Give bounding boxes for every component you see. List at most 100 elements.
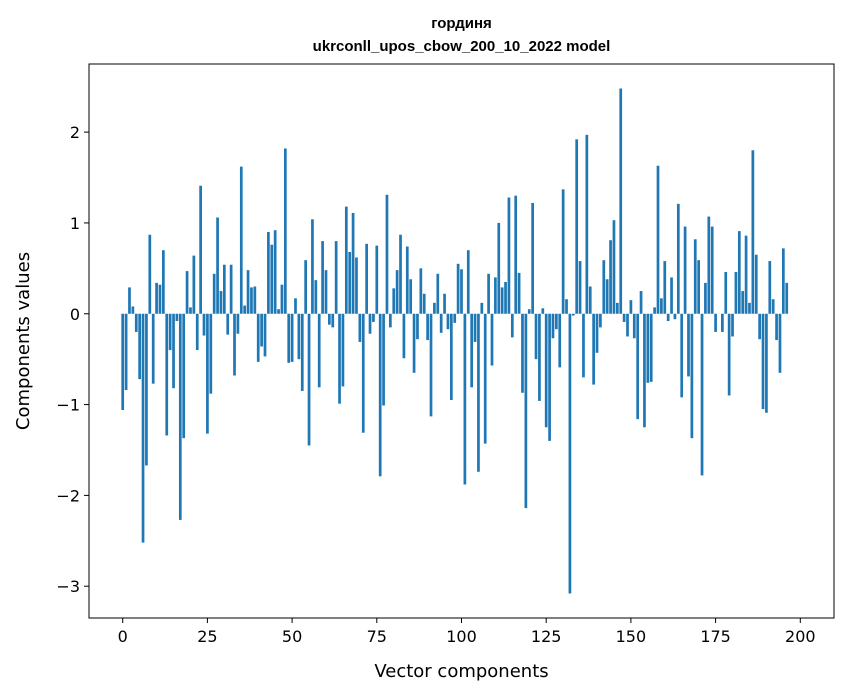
bar [145,313,148,466]
bar [229,264,233,314]
bar [395,270,399,314]
bar [751,150,755,314]
bar [358,313,362,342]
bar [565,299,568,314]
bar-series [121,88,789,594]
bar [609,240,612,314]
y-tick-label: −1 [56,396,80,415]
bar [216,217,219,314]
bar [561,189,565,314]
bar [426,313,429,341]
bar [663,261,667,314]
x-tick-label: 25 [197,627,217,646]
bar [368,313,372,334]
bar [162,250,165,314]
bar [731,313,734,337]
bar [710,226,714,314]
bar [602,260,606,314]
bar [737,231,741,314]
bar [721,313,724,332]
bar [653,307,656,314]
bar [138,313,142,380]
bar [443,293,446,314]
bar [172,313,175,389]
bar [700,313,704,476]
bar [758,313,761,340]
bar [514,195,518,314]
bar [236,313,240,334]
bar [416,313,419,340]
bar [734,271,738,314]
bar [151,313,155,384]
bar [612,220,616,314]
bar [555,313,558,330]
bar [283,148,287,314]
x-tick-label: 75 [367,627,387,646]
bar [134,313,138,332]
bar [287,313,291,363]
bar [300,313,304,391]
bar [765,313,768,413]
bar [585,134,589,314]
bar [605,279,609,314]
bar [361,313,365,433]
bar [280,284,284,314]
y-tick-label: 2 [70,123,80,142]
bar [226,313,230,335]
bar [697,260,701,314]
bar [639,291,643,314]
bar [673,313,677,320]
bar [504,281,507,314]
bar [548,313,551,441]
bar [470,313,474,388]
bar [331,313,335,328]
bar [656,165,660,314]
bar [456,263,460,314]
bar [158,284,162,314]
bar [243,305,247,314]
bar [209,313,213,394]
bar [256,313,260,362]
bar [439,313,443,333]
bar [372,313,375,322]
chart-title: гординя [431,15,492,32]
bar [490,313,494,366]
bar [250,287,253,314]
bar [771,299,775,314]
bar [121,313,125,411]
bar [388,313,392,328]
bar [195,313,199,351]
bar [433,302,436,314]
bar [785,282,789,314]
bar [355,257,358,314]
bar [500,287,504,314]
bar [541,308,545,314]
bar [124,313,128,391]
bar [582,313,585,378]
bar [212,273,216,314]
bar [538,313,541,401]
bar [165,313,169,436]
bar [392,288,396,314]
bar [202,313,206,336]
x-axis-label: Vector components [374,661,548,682]
bar [402,313,406,359]
bar [378,313,382,477]
bar [524,313,528,509]
bar [724,271,728,314]
bar [304,260,308,314]
bar [148,234,152,314]
bar [744,235,748,314]
bar [239,166,243,314]
bar [480,302,484,314]
bar [341,313,345,387]
bar [754,254,758,314]
bar [497,222,501,314]
x-tick-label: 100 [446,627,477,646]
bar [741,291,745,314]
bar [409,279,413,314]
bar [629,300,633,314]
y-tick-label: 1 [70,214,80,233]
